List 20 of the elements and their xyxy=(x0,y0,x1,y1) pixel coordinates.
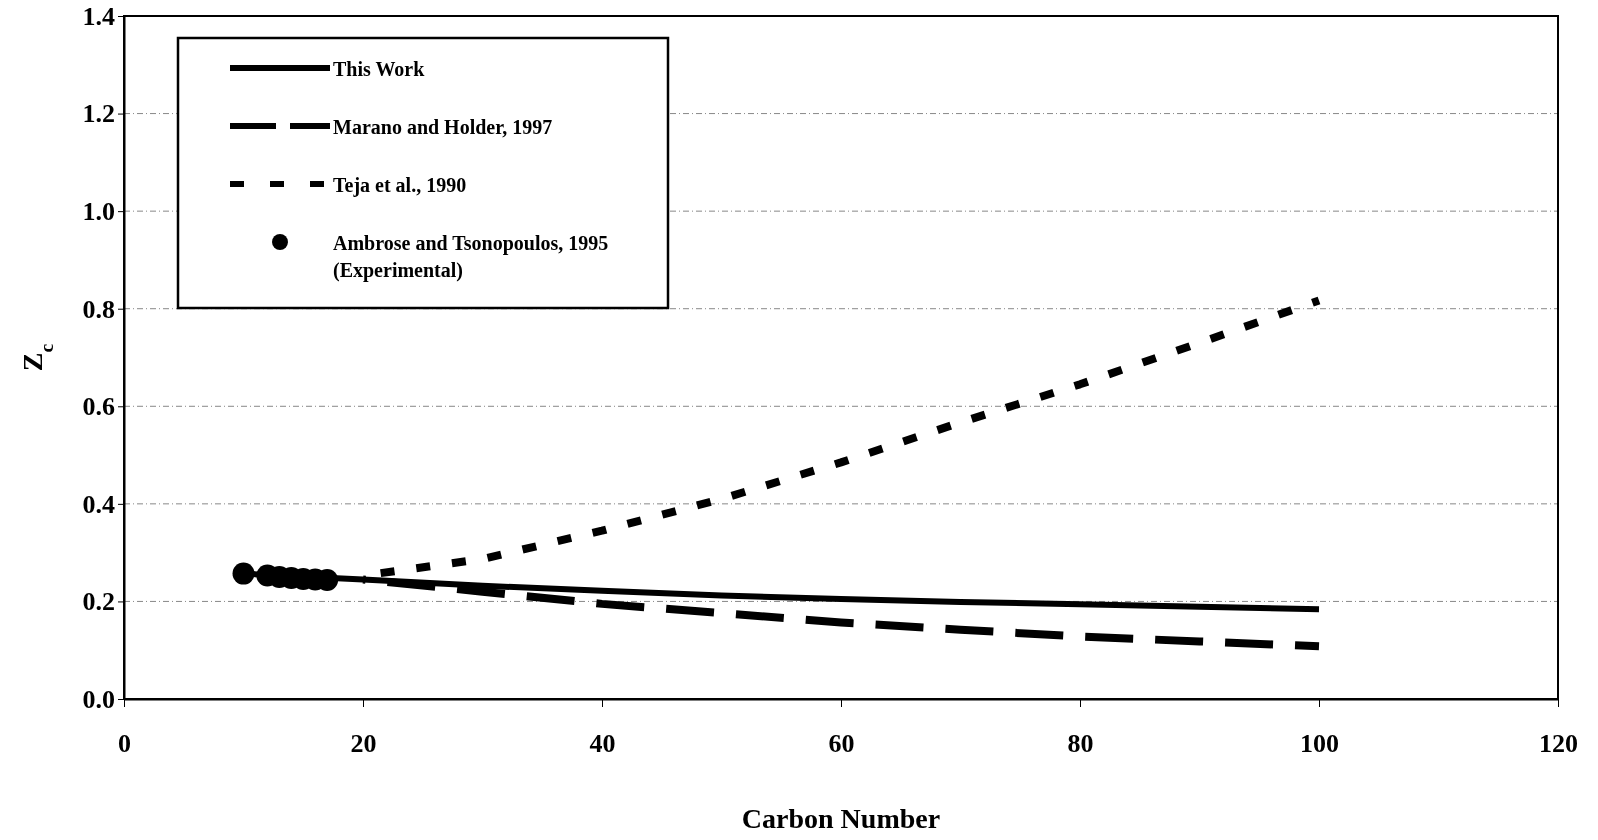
legend-label: Teja et al., 1990 xyxy=(333,174,467,197)
x-tick-label: 120 xyxy=(1539,728,1578,758)
y-tick-label: 1.2 xyxy=(82,99,115,129)
x-axis-title: Carbon Number xyxy=(741,803,941,834)
y-tick-label: 0.2 xyxy=(82,587,115,617)
x-tick-label: 80 xyxy=(1067,728,1094,758)
x-tick-label: 0 xyxy=(118,728,131,758)
x-tick-label: 60 xyxy=(828,728,855,758)
y-tick-label: 0.0 xyxy=(82,684,115,714)
x-tick-label: 40 xyxy=(589,728,616,758)
legend-label: This Work xyxy=(333,58,426,80)
x-tick-label: 100 xyxy=(1300,728,1339,758)
y-tick-label: 1.0 xyxy=(82,196,115,226)
legend-label: Marano and Holder, 1997 xyxy=(333,116,553,138)
y-tick-label: 1.4 xyxy=(82,1,115,31)
y-tick-label: 0.6 xyxy=(82,392,115,422)
x-tick-label: 20 xyxy=(350,728,377,758)
legend-label: Ambrose and Tsonopoulos, 1995 (Experimental) xyxy=(333,232,609,282)
y-tick-label: 0.4 xyxy=(82,489,115,519)
y-tick-label: 0.8 xyxy=(82,294,115,324)
